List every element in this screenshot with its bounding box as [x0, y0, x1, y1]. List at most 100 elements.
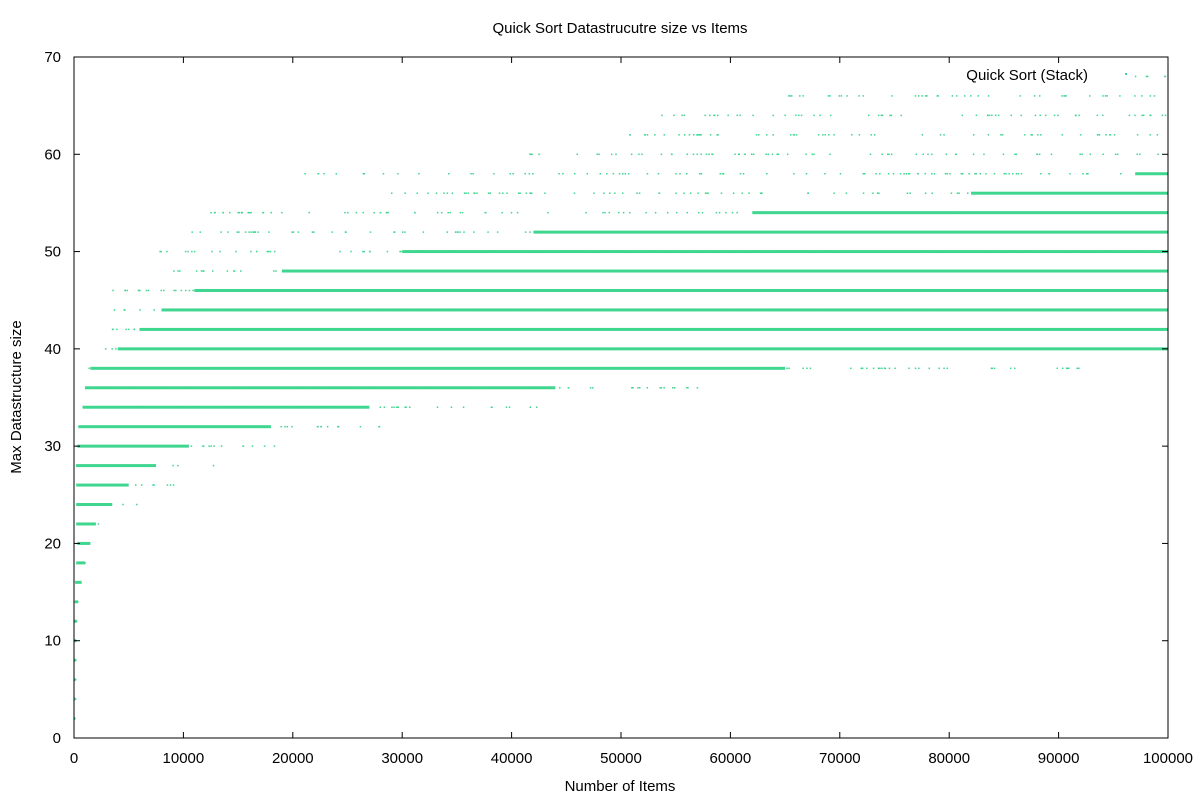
data-point: [991, 192, 994, 194]
data-point: [202, 445, 204, 447]
data-point: [788, 367, 790, 370]
data-point: [461, 211, 464, 214]
data-point: [320, 425, 322, 428]
data-point: [304, 270, 307, 272]
data-point: [817, 134, 820, 136]
data-point: [829, 95, 831, 97]
data-point: [680, 309, 683, 311]
data-point: [1001, 289, 1004, 292]
data-point: [692, 270, 695, 272]
data-point: [335, 172, 338, 175]
data-point: [698, 134, 701, 136]
data-point: [1149, 134, 1151, 136]
data-point: [199, 231, 202, 233]
data-point: [866, 367, 868, 370]
data-point: [632, 387, 634, 389]
data-point: [734, 153, 736, 156]
data-point: [732, 192, 735, 194]
data-point: [586, 172, 589, 175]
data-point: [647, 289, 650, 292]
data-point: [790, 270, 792, 272]
data-point: [881, 367, 883, 370]
data-point: [423, 309, 425, 311]
data-point: [496, 387, 499, 389]
data-point: [643, 134, 646, 136]
data-point: [499, 328, 501, 331]
data-point: [1083, 231, 1085, 233]
data-point: [970, 95, 972, 97]
data-point: [1089, 211, 1092, 214]
data-point: [474, 192, 476, 194]
data-point: [776, 153, 779, 156]
data-point: [890, 114, 893, 117]
data-point: [753, 250, 756, 253]
data-point: [630, 153, 633, 156]
data-point: [507, 367, 510, 370]
data-point: [1156, 134, 1159, 136]
data-point: [796, 348, 799, 350]
data-point: [618, 309, 621, 311]
data-point: [79, 425, 81, 428]
data-point: [725, 328, 728, 331]
data-point: [1024, 134, 1026, 136]
data-point: [103, 425, 105, 428]
data-point: [906, 192, 909, 194]
data-point: [615, 153, 617, 156]
data-point: [502, 192, 504, 194]
data-band-dense: [281, 269, 1168, 273]
data-point: [734, 250, 736, 253]
data-point: [1095, 211, 1097, 214]
data-band-dense: [139, 327, 1168, 331]
data-point: [238, 367, 241, 370]
data-point: [383, 406, 386, 408]
data-point: [679, 231, 681, 233]
data-point: [159, 250, 161, 253]
data-point: [998, 309, 1001, 311]
data-point: [224, 309, 227, 311]
data-point: [431, 328, 433, 331]
data-point: [74, 678, 77, 681]
data-point: [668, 309, 671, 311]
data-point: [665, 309, 668, 311]
data-point: [972, 231, 974, 233]
data-point: [176, 445, 179, 447]
data-point: [459, 211, 462, 214]
data-point: [249, 425, 252, 428]
data-point: [333, 270, 336, 272]
data-point: [711, 153, 713, 156]
data-point: [532, 387, 535, 389]
data-point: [718, 211, 721, 214]
data-point: [1065, 95, 1067, 97]
data-point: [269, 250, 272, 253]
data-point: [192, 289, 194, 292]
data-point: [1000, 134, 1002, 136]
data-point: [275, 270, 277, 272]
data-point: [79, 445, 82, 447]
data-point: [257, 231, 259, 233]
data-point: [1009, 367, 1012, 370]
data-point: [997, 114, 1000, 117]
data-point: [951, 270, 954, 272]
data-point: [1049, 192, 1052, 194]
data-point: [686, 172, 688, 175]
data-point: [610, 289, 612, 292]
data-point: [436, 211, 439, 214]
data-point: [1126, 192, 1129, 194]
data-point: [572, 270, 575, 272]
data-point: [686, 387, 688, 389]
data-point: [856, 211, 858, 214]
data-point: [758, 134, 760, 136]
data-point: [705, 348, 708, 350]
data-point: [987, 134, 990, 136]
data-point: [580, 328, 583, 331]
data-point: [1045, 328, 1048, 331]
data-point: [333, 309, 335, 311]
data-point: [473, 231, 475, 233]
data-point: [901, 289, 903, 292]
data-point: [921, 134, 924, 136]
data-point: [951, 95, 954, 97]
legend-marker: [1125, 73, 1127, 75]
data-point: [661, 114, 663, 117]
data-point: [700, 172, 703, 175]
data-point: [832, 289, 834, 292]
